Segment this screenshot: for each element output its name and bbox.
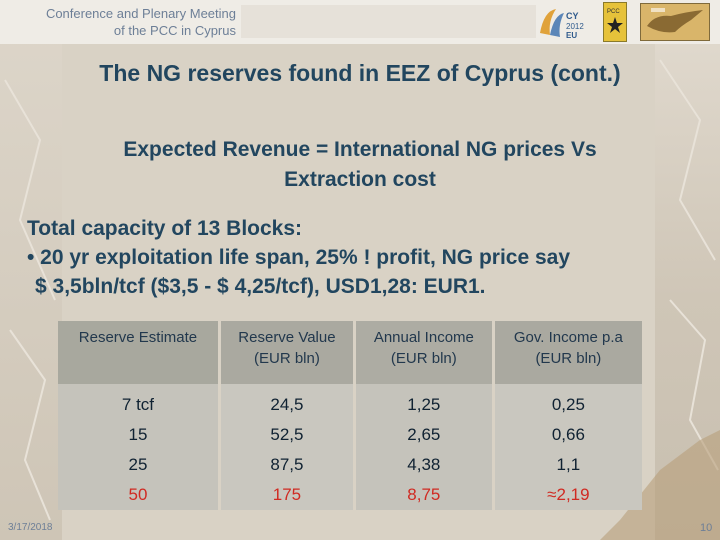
conference-title: Conference and Plenary Meeting of the PC… [8,5,236,39]
header-unit: (EUR bln) [254,350,320,367]
page-number: 10 [700,522,713,534]
table-header-cell: Reserve Estimate [58,321,220,384]
table-cell: 1,1 [491,450,642,480]
cyprus-map-logo [640,3,710,41]
table-row: 7 tcf 24,5 1,25 0,25 [58,384,642,420]
table-header-row: Reserve Estimate Reserve Value (EUR bln)… [58,321,642,384]
table-cell: 25 [58,450,220,480]
table-cell: 15 [58,420,220,450]
table-cell: 52,5 [217,420,355,450]
table-cell: 50 [58,480,220,510]
revenue-table: Reserve Estimate Reserve Value (EUR bln)… [58,321,642,510]
conference-title-line2: of the PCC in Cyprus [113,23,236,38]
table-cell: 8,75 [352,480,494,510]
cy-presidency-logo: CY 2012 EU [540,9,584,40]
body-bullet: • 20 yr exploitation life span, 25% ! pr… [27,246,571,269]
slide-body-text: Total capacity of 13 Blocks: • 20 yr exp… [27,214,667,301]
table-cell: 24,5 [217,384,355,420]
body-bullet-continuation: $ 3,5bln/tcf ($3,5 - $ 4,25/tcf), USD1,2… [35,275,486,298]
table-cell: ≈2,19 [491,480,642,510]
subtitle-line1: Expected Revenue = International NG pric… [123,138,597,161]
table-header-cell: Gov. Income p.a (EUR bln) [491,321,642,384]
table-header-cell: Annual Income (EUR bln) [352,321,494,384]
header-label: Reserve Value [238,329,336,346]
slide-title: The NG reserves found in EEZ of Cyprus (… [99,60,621,86]
svg-text:PCC: PCC [607,9,620,15]
subtitle-line2: Extraction cost [284,168,436,191]
header-label: Reserve Estimate [78,329,198,346]
table-header-cell: Reserve Value (EUR bln) [217,321,355,384]
header-unit: (EUR bln) [535,350,602,367]
svg-text:EU: EU [566,31,577,40]
slide-header: Conference and Plenary Meeting of the PC… [0,0,720,44]
header-unit: (EUR bln) [390,350,457,367]
table-cell: 2,65 [352,420,494,450]
svg-text:CY: CY [566,11,579,21]
table-cell: 4,38 [352,450,494,480]
table-cell: 0,25 [491,384,642,420]
table-cell: 0,66 [491,420,642,450]
slide-subtitle: Expected Revenue = International NG pric… [80,135,640,195]
slide-date: 3/17/2018 [8,522,53,533]
svg-text:2012: 2012 [566,22,584,31]
table-row: 25 87,5 4,38 1,1 [58,450,642,480]
table-row: 15 52,5 2,65 0,66 [58,420,642,450]
table-cell: 175 [217,480,355,510]
body-heading: Total capacity of 13 Blocks: [27,217,303,240]
table-cell: 7 tcf [58,384,220,420]
header-strip [241,5,536,38]
header-label: Gov. Income p.a [513,329,623,346]
table-cell: 87,5 [217,450,355,480]
header-label: Annual Income [373,329,474,346]
pcc-logo: PCC [603,2,627,42]
table-row-highlight: 50 175 8,75 ≈2,19 [58,480,642,510]
table-cell: 1,25 [352,384,494,420]
conference-title-line1: Conference and Plenary Meeting [45,6,236,21]
